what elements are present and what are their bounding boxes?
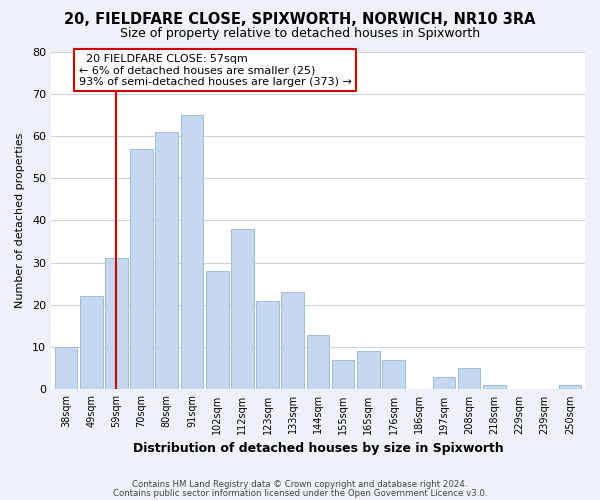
Bar — [256, 300, 279, 390]
Bar — [483, 385, 506, 390]
Bar — [433, 377, 455, 390]
Bar — [357, 352, 380, 390]
Bar — [206, 271, 229, 390]
Bar — [458, 368, 481, 390]
Bar — [382, 360, 405, 390]
Bar — [281, 292, 304, 390]
Text: Contains HM Land Registry data © Crown copyright and database right 2024.: Contains HM Land Registry data © Crown c… — [132, 480, 468, 489]
Bar — [55, 347, 77, 390]
Bar — [231, 229, 254, 390]
Bar — [307, 334, 329, 390]
Bar — [155, 132, 178, 390]
Bar — [181, 115, 203, 390]
Text: Contains public sector information licensed under the Open Government Licence v3: Contains public sector information licen… — [113, 488, 487, 498]
Bar — [559, 385, 581, 390]
Text: 20 FIELDFARE CLOSE: 57sqm
← 6% of detached houses are smaller (25)
93% of semi-d: 20 FIELDFARE CLOSE: 57sqm ← 6% of detach… — [79, 54, 352, 87]
Bar — [105, 258, 128, 390]
Bar — [80, 296, 103, 390]
Bar — [332, 360, 355, 390]
Text: Size of property relative to detached houses in Spixworth: Size of property relative to detached ho… — [120, 28, 480, 40]
X-axis label: Distribution of detached houses by size in Spixworth: Distribution of detached houses by size … — [133, 442, 503, 455]
Bar — [130, 148, 153, 390]
Y-axis label: Number of detached properties: Number of detached properties — [15, 133, 25, 308]
Text: 20, FIELDFARE CLOSE, SPIXWORTH, NORWICH, NR10 3RA: 20, FIELDFARE CLOSE, SPIXWORTH, NORWICH,… — [64, 12, 536, 28]
